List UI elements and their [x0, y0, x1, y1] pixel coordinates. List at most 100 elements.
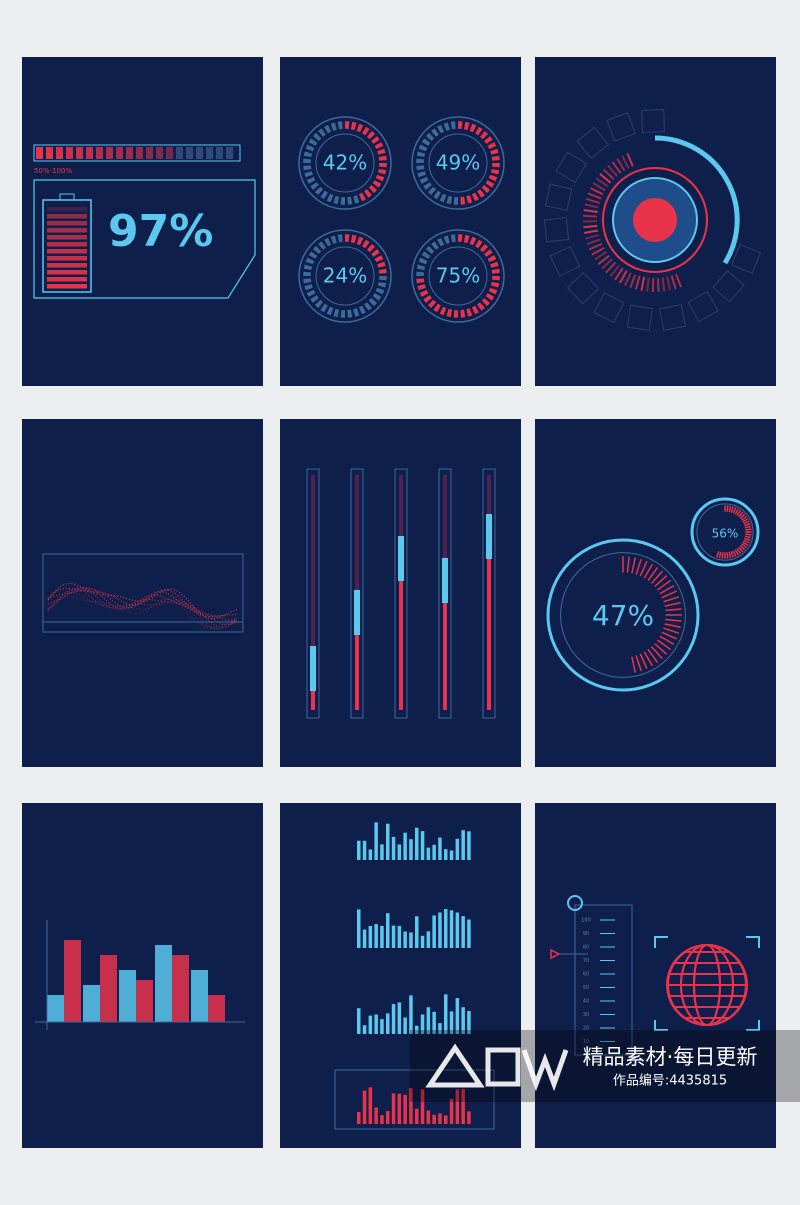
eq-bar — [397, 1093, 402, 1124]
eq-bar — [397, 1002, 402, 1034]
slider-knob — [486, 514, 492, 559]
battery-cell — [47, 214, 87, 219]
eq-bar — [391, 836, 396, 860]
ring-segment — [471, 192, 479, 202]
deco-tick — [583, 209, 598, 213]
deco-tick — [616, 158, 626, 172]
ruler — [574, 904, 633, 1056]
ring-segment — [326, 193, 334, 203]
ring-segment — [485, 293, 495, 301]
progress-segment — [196, 147, 203, 159]
progress-segment — [186, 147, 193, 159]
eq-bar — [444, 994, 448, 1034]
ring-segment — [490, 261, 499, 268]
ring-segment — [433, 190, 441, 200]
ring-segment — [488, 287, 498, 295]
ring-segment — [463, 121, 470, 131]
eq-bar — [362, 1090, 367, 1124]
gauge-tick — [664, 623, 681, 628]
deco-tick — [640, 276, 646, 291]
deco-ring — [602, 167, 708, 273]
ring-label: 49% — [436, 151, 480, 175]
eq-bar — [426, 1007, 431, 1034]
gauge-tick — [663, 627, 680, 634]
slider-frame — [482, 468, 496, 719]
gauge-tick — [643, 563, 654, 579]
progress-segment — [206, 147, 213, 159]
eq-bar — [415, 827, 419, 860]
chart-bar — [83, 985, 100, 1022]
gauge-tick — [744, 537, 751, 541]
ring-outline — [298, 116, 392, 210]
gauge-tick — [657, 579, 672, 591]
eq-bar — [415, 1108, 419, 1124]
gauge-tick — [734, 508, 739, 515]
ring-segment — [303, 151, 313, 158]
deco-block — [549, 245, 581, 277]
ring-outline — [411, 229, 505, 323]
ring-segment — [481, 184, 491, 194]
ring-segment — [419, 289, 429, 297]
deco-tick — [601, 258, 613, 270]
progress-segment — [116, 147, 123, 159]
ring-segment — [371, 136, 380, 144]
panel — [280, 57, 521, 386]
gauge-tick — [631, 557, 636, 574]
deco-tick — [675, 273, 683, 288]
ring-segment — [475, 239, 483, 249]
slider-knob — [398, 536, 404, 581]
gauge-tick — [631, 656, 636, 673]
ruler-knob — [567, 895, 583, 911]
ring-segment — [368, 184, 378, 194]
deco-tick — [634, 275, 641, 290]
gauge-tick — [732, 507, 737, 514]
ring-segment — [490, 168, 500, 175]
ring-segment — [306, 176, 316, 184]
ruler-label: 40 — [583, 999, 589, 1005]
battery-cell — [47, 235, 87, 240]
marker — [550, 948, 561, 960]
progress-segment — [56, 147, 63, 159]
gauge-outline — [690, 497, 760, 567]
eq-bar — [432, 1114, 436, 1124]
progress-segment — [86, 147, 93, 159]
eq-bar — [386, 1111, 390, 1124]
ring-segment — [419, 176, 429, 184]
gauge-tick — [635, 655, 642, 672]
gauge-tick — [728, 505, 732, 513]
ring-segment — [421, 138, 431, 146]
gauge-tick — [643, 651, 654, 667]
ring-segment — [471, 305, 479, 315]
gauge-label: 47% — [592, 599, 654, 632]
ruler-label: 30 — [583, 1012, 589, 1018]
deco-tick — [589, 187, 604, 196]
eq-bar — [397, 844, 402, 860]
ring-segment — [356, 123, 364, 133]
gauge-tick — [635, 558, 642, 575]
ruler-label: 20 — [583, 1026, 589, 1032]
battery-cell — [47, 256, 87, 261]
ruler-label: 50 — [583, 985, 589, 991]
eq-bar — [362, 929, 367, 948]
deco-tick — [670, 275, 677, 290]
ring-segment — [437, 237, 445, 247]
ring-segment — [371, 249, 380, 257]
slider-frame — [438, 468, 452, 719]
ring-segment — [333, 308, 340, 318]
deco-arc — [654, 135, 740, 265]
ring-segment — [304, 284, 313, 291]
progress-segment — [126, 147, 133, 159]
ring-segment — [308, 251, 318, 259]
gauge-tick — [744, 523, 751, 527]
ring-segment — [366, 130, 376, 140]
eq-bar — [461, 1089, 465, 1124]
eq-bar — [455, 838, 460, 860]
eq-bar — [432, 1011, 436, 1034]
eq-bar — [449, 910, 454, 948]
eq-bar — [467, 1010, 471, 1034]
ring-segment — [330, 235, 337, 244]
gauge-tick — [661, 631, 678, 640]
ring-segment — [310, 295, 319, 303]
ring-segment — [443, 122, 450, 131]
chart-bar — [136, 980, 153, 1022]
